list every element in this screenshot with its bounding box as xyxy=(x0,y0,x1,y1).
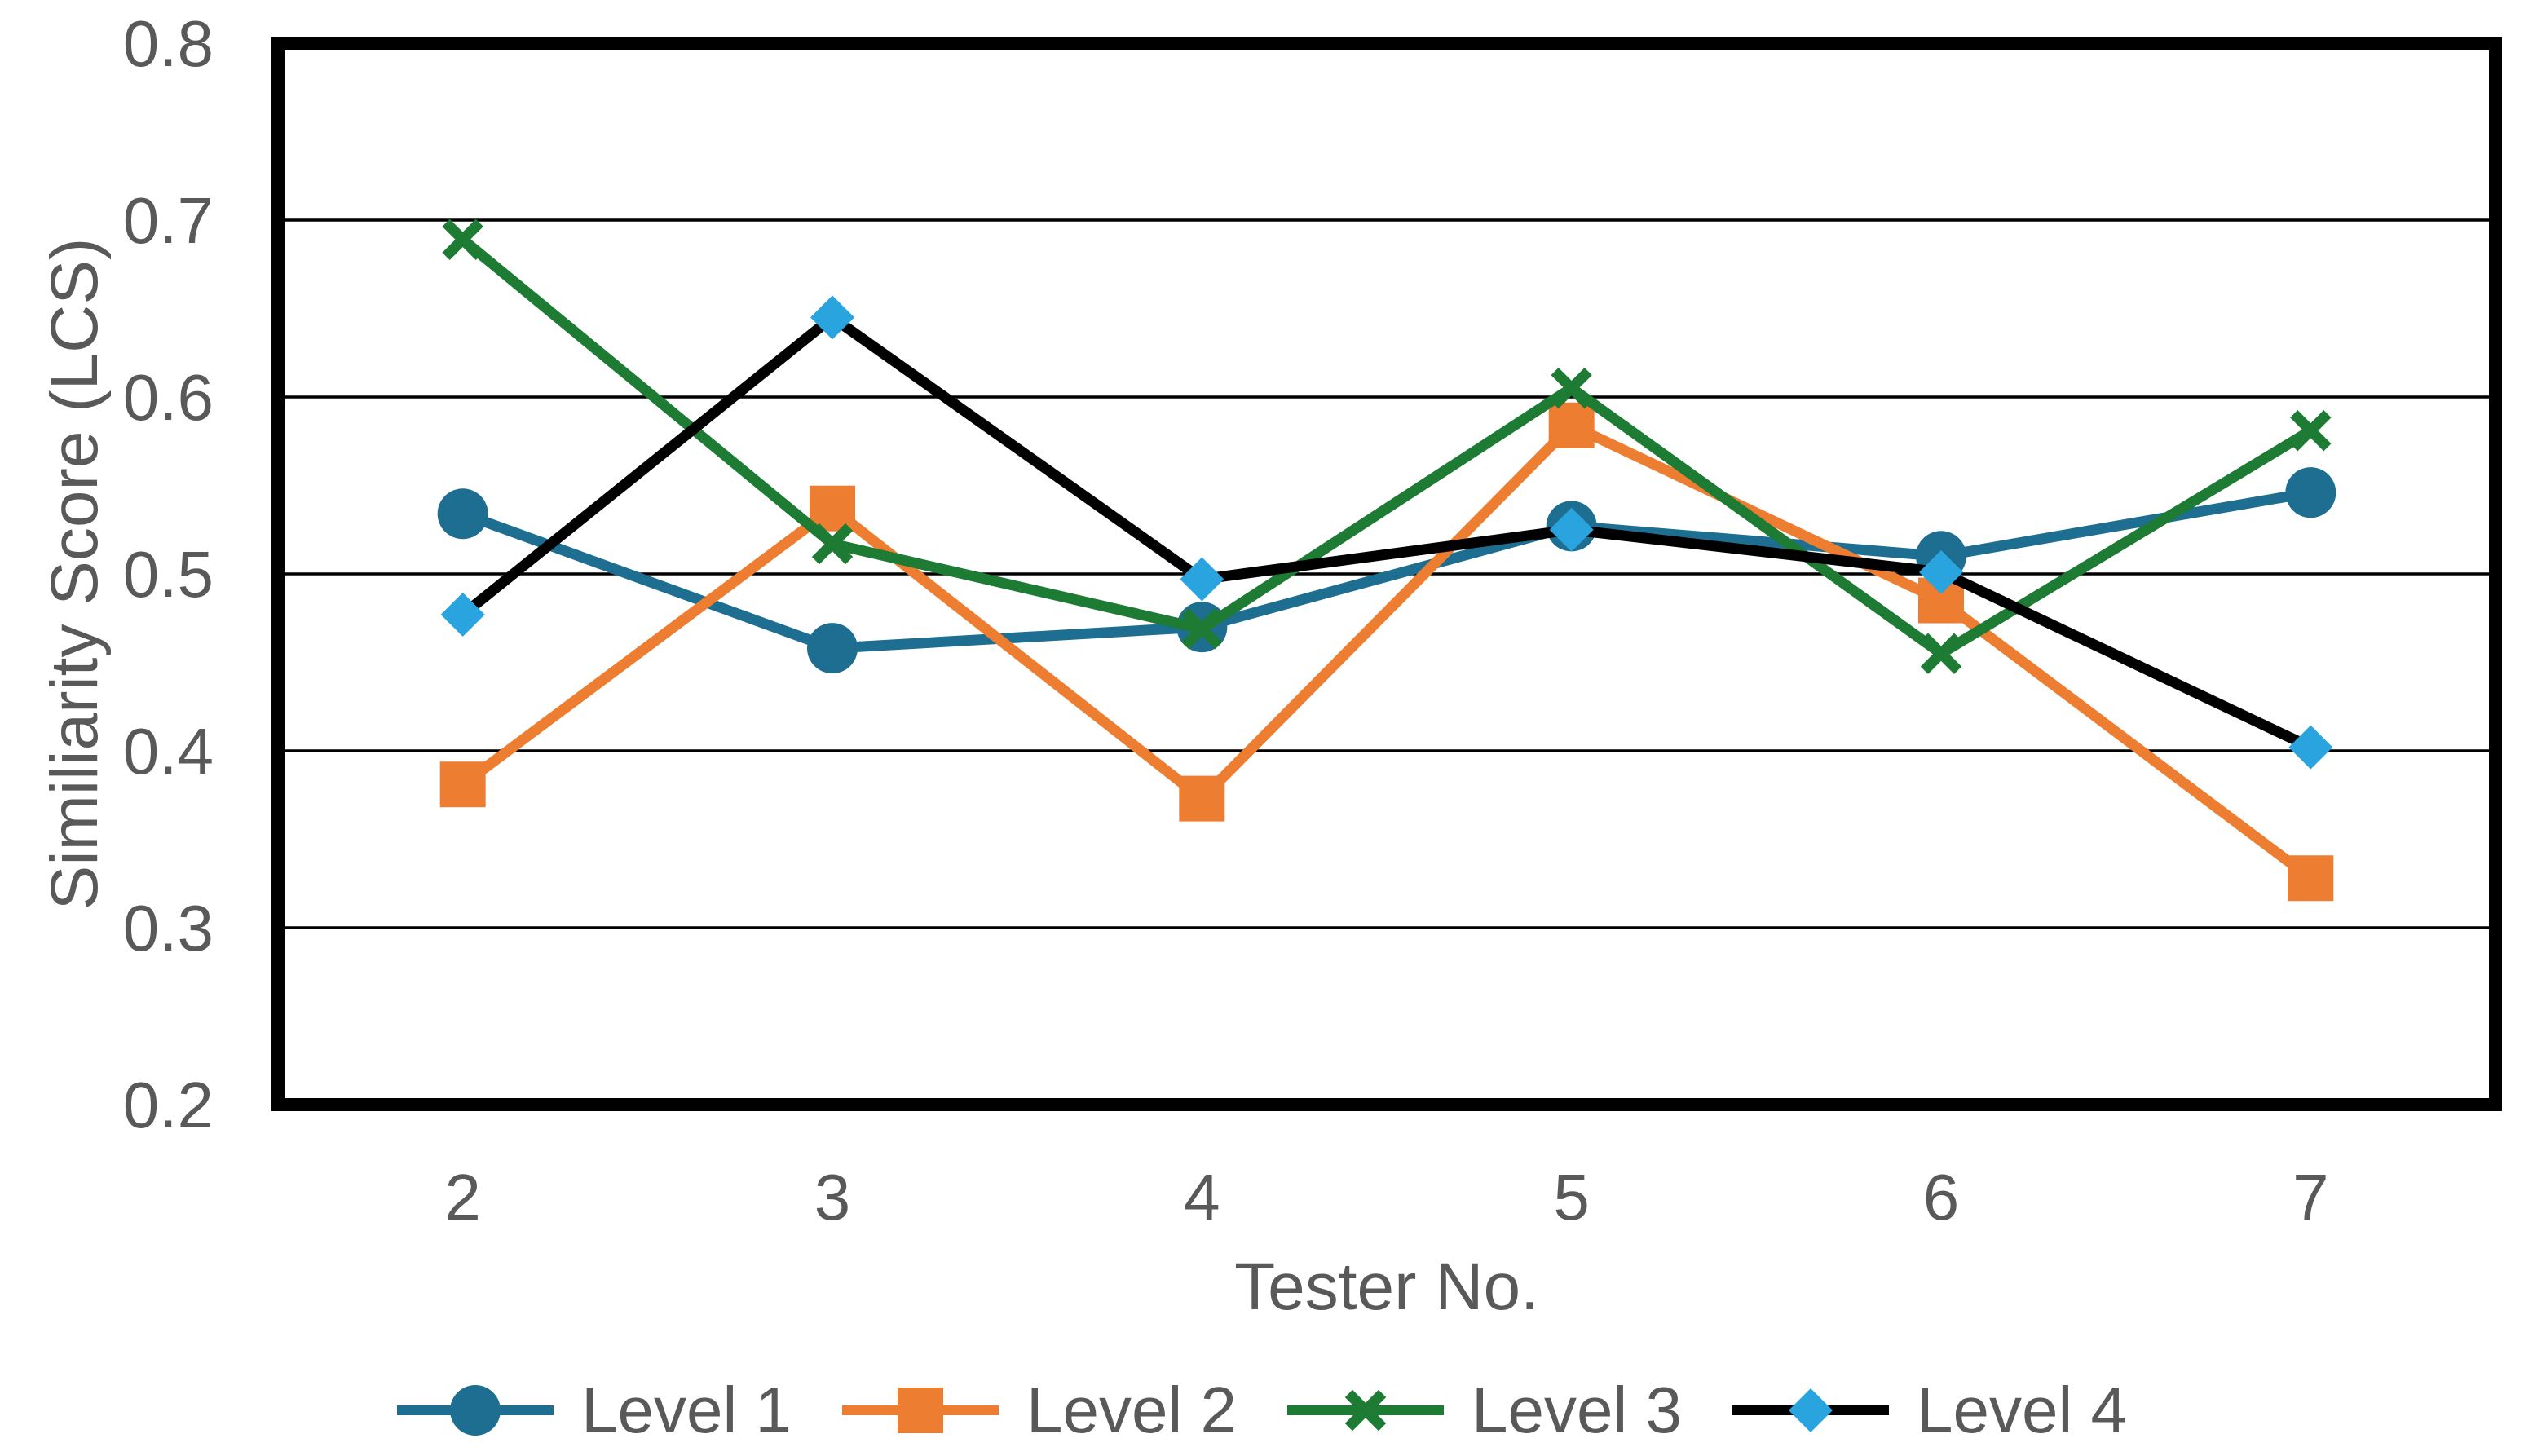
legend-label: Level 3 xyxy=(1472,1374,1682,1446)
diamond-legend-marker-icon xyxy=(1732,1388,1889,1432)
y-tick-label: 0.6 xyxy=(123,361,214,434)
series-line-level-4 xyxy=(459,311,2314,752)
x-legend-marker-icon xyxy=(1287,1389,1444,1432)
series-line-level-3 xyxy=(459,235,2314,660)
y-tick-label: 0.4 xyxy=(123,715,214,788)
x-tick-label: 6 xyxy=(1923,1161,1960,1233)
legend-item-level-4: Level 4 xyxy=(1732,1366,2127,1455)
square-legend-marker-icon xyxy=(842,1388,999,1433)
x-marker xyxy=(811,523,854,565)
circle-legend-marker-icon xyxy=(397,1385,554,1436)
legend-label: Level 4 xyxy=(1916,1374,2127,1446)
y-tick-label: 0.5 xyxy=(123,538,214,611)
legend-item-level-3: Level 3 xyxy=(1287,1366,1682,1455)
legend-item-level-1: Level 1 xyxy=(397,1366,792,1455)
x-tick-label: 2 xyxy=(444,1161,481,1233)
diamond-marker xyxy=(1788,1388,1833,1432)
x-marker xyxy=(1181,608,1223,650)
legend: Level 1 Level 2 Level 3 Level 4 xyxy=(0,1345,2524,1456)
x-marker xyxy=(2290,410,2332,452)
circle-marker xyxy=(450,1385,501,1436)
plot-border xyxy=(271,37,2502,1111)
square-marker xyxy=(1179,775,1225,822)
circle-marker xyxy=(807,623,858,674)
diamond-marker xyxy=(440,592,485,637)
x-marker xyxy=(1551,367,1592,409)
x-tick-label: 5 xyxy=(1553,1161,1590,1233)
diamond-marker xyxy=(1549,507,1594,552)
square-marker xyxy=(1548,402,1595,448)
x-marker xyxy=(1344,1389,1387,1432)
x-tick-label: 7 xyxy=(2292,1161,2329,1233)
diamond-marker xyxy=(1180,557,1224,602)
legend-label: Level 1 xyxy=(581,1374,792,1446)
y-tick-label: 0.3 xyxy=(123,892,214,964)
y-tick-label: 0.2 xyxy=(123,1069,214,1141)
circle-marker xyxy=(2285,467,2336,518)
x-marker xyxy=(1920,633,1962,674)
y-tick-label: 0.8 xyxy=(123,7,214,80)
square-marker xyxy=(2288,855,2334,902)
x-tick-label: 4 xyxy=(1184,1161,1220,1233)
x-tick-label: 3 xyxy=(814,1161,851,1233)
circle-marker xyxy=(437,488,488,540)
square-marker xyxy=(439,761,486,808)
square-marker xyxy=(898,1388,944,1433)
diamond-marker xyxy=(2288,725,2333,770)
x-axis-title: Tester No. xyxy=(1234,1250,1539,1324)
series-line-level-1 xyxy=(461,487,2312,654)
y-axis-title: Similiarity Score (LCS) xyxy=(38,237,112,911)
legend-item-level-2: Level 2 xyxy=(842,1366,1237,1455)
square-marker xyxy=(810,485,855,532)
series-line-level-2 xyxy=(459,420,2314,883)
diamond-marker xyxy=(1919,549,1963,594)
legend-label: Level 2 xyxy=(1026,1374,1237,1446)
y-tick-label: 0.7 xyxy=(123,184,214,257)
x-marker xyxy=(442,218,483,261)
diamond-marker xyxy=(810,295,854,340)
